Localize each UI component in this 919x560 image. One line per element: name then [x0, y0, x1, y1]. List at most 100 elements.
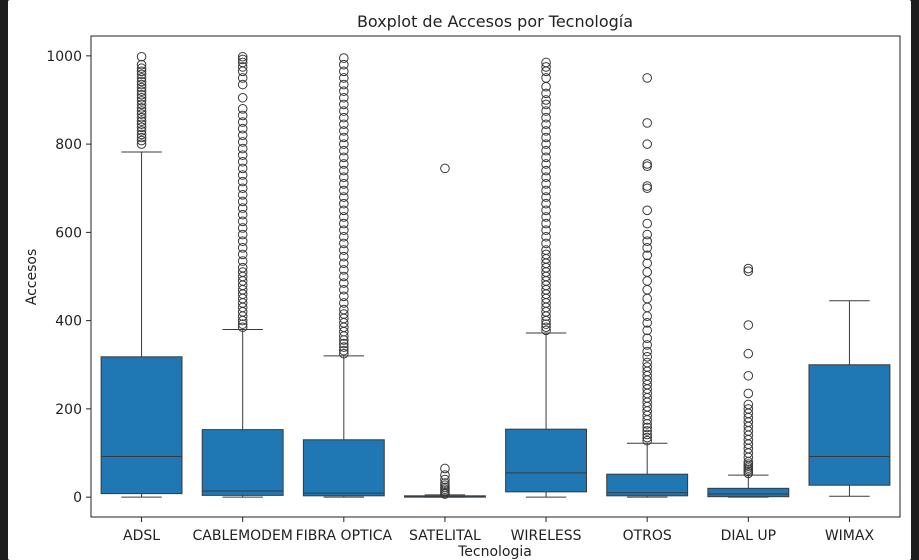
outlier-point: [136, 73, 147, 83]
outlier-point: [642, 325, 652, 336]
outlier-point: [237, 51, 248, 62]
outlier-point: [642, 362, 652, 372]
box-fibra-optica: [302, 53, 385, 498]
outlier-point: [339, 159, 349, 169]
outlier-point: [136, 59, 147, 70]
outlier-point: [339, 348, 349, 359]
outlier-point: [642, 118, 652, 128]
outlier-point: [339, 271, 349, 282]
x-tick-label: SATELITAL: [409, 528, 481, 544]
outlier-point: [339, 212, 349, 222]
outlier-point: [743, 370, 754, 381]
outlier-point: [136, 122, 147, 133]
y-axis-label: Accesos: [24, 249, 40, 306]
outlier-point: [339, 338, 349, 349]
outlier-point: [136, 79, 147, 90]
outlier-point: [339, 145, 349, 156]
outlier-point: [541, 62, 551, 72]
outlier-point: [136, 126, 147, 136]
outlier-point: [642, 432, 652, 443]
outlier-point: [339, 192, 349, 202]
outlier-point: [339, 278, 349, 288]
outlier-point: [541, 212, 551, 222]
outlier-point: [237, 104, 248, 114]
outlier-point: [642, 429, 652, 440]
outlier-point: [136, 96, 147, 106]
outlier-point: [339, 92, 349, 103]
outlier-point: [541, 238, 551, 249]
outlier-point: [339, 218, 349, 229]
outlier-point: [339, 59, 349, 70]
outlier-point: [237, 319, 248, 329]
box-series: [100, 51, 891, 499]
outlier-point: [743, 388, 754, 399]
outlier-point: [237, 123, 248, 134]
outlier-point: [237, 203, 248, 213]
iqr-box: [808, 364, 891, 486]
outlier-point: [237, 117, 248, 127]
chart-title: Boxplot de Accesos por Tecnología: [357, 12, 633, 31]
outlier-point: [136, 119, 147, 130]
outlier-point: [237, 73, 248, 83]
outlier-point: [743, 320, 754, 330]
outlier-point: [541, 119, 551, 130]
outlier-point: [237, 176, 248, 187]
outlier-point: [339, 86, 349, 96]
outlier-point: [541, 112, 551, 123]
outlier-point: [136, 66, 147, 77]
outlier-point: [339, 179, 349, 189]
outlier-point: [339, 231, 349, 242]
x-axis: ADSL CABLEMODEM FIBRA OPTICA SATELITAL WIREL…: [123, 517, 874, 544]
outlier-point: [237, 57, 248, 68]
outlier-point: [339, 298, 349, 308]
outlier-point: [237, 196, 248, 207]
outlier-point: [440, 480, 450, 491]
outlier-point: [339, 73, 349, 83]
x-tick-label: DIAL UP: [721, 528, 776, 544]
outlier-point: [642, 357, 652, 368]
outlier-point: [339, 79, 349, 90]
outlier-point: [339, 172, 349, 183]
outlier-point: [136, 76, 147, 87]
outlier-point: [642, 333, 652, 344]
x-tick-label: FIBRA OPTICA: [296, 528, 393, 544]
outlier-point: [339, 258, 349, 269]
outlier-point: [743, 266, 754, 277]
box-wimax: [808, 300, 891, 497]
box-wireless: [505, 57, 588, 498]
outlier-point: [237, 183, 248, 194]
outlier-point: [642, 161, 652, 171]
outlier-point: [642, 346, 652, 357]
outlier-point: [237, 150, 248, 160]
outlier-point: [541, 185, 551, 196]
outlier-point: [440, 163, 450, 174]
outlier-point: [237, 223, 248, 233]
outlier-point: [440, 463, 450, 474]
box-dial-up: [707, 263, 790, 498]
outlier-point: [237, 62, 248, 72]
iqr-box: [606, 473, 689, 497]
outlier-point: [339, 238, 349, 249]
outlier-point: [339, 139, 349, 149]
outlier-point: [541, 139, 551, 149]
outlier-point: [339, 152, 349, 163]
outlier-point: [642, 318, 652, 328]
outlier-point: [339, 112, 349, 123]
outlier-point: [743, 348, 754, 359]
outlier-point: [136, 112, 147, 123]
outlier-point: [541, 322, 551, 333]
outlier-point: [440, 478, 450, 488]
outlier-point: [237, 54, 248, 65]
outlier-point: [237, 267, 248, 277]
box-otros: [606, 73, 689, 498]
outlier-point: [136, 103, 147, 113]
outlier-point: [541, 249, 551, 260]
outlier-point: [339, 106, 349, 116]
outlier-point: [136, 106, 147, 116]
outlier-point: [541, 106, 551, 116]
outlier-point: [541, 95, 551, 105]
y-tick-label: 1000: [46, 49, 82, 65]
outlier-point: [541, 218, 551, 229]
box-satelital: [403, 163, 486, 499]
outlier-point: [541, 132, 551, 143]
